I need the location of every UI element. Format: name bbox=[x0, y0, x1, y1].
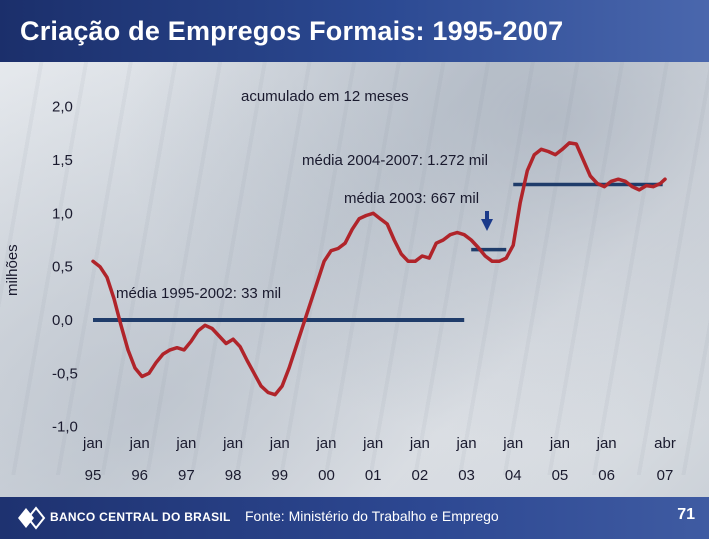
x-tick-label-year: 07 bbox=[657, 467, 674, 484]
y-tick-label: 0,5 bbox=[52, 259, 73, 276]
chart-subtitle: acumulado em 12 meses bbox=[241, 88, 409, 105]
y-tick-label: 2,0 bbox=[52, 99, 73, 116]
organization-name: BANCO CENTRAL DO BRASIL bbox=[50, 510, 231, 524]
x-tick-label-month: jan bbox=[362, 435, 383, 452]
x-tick-label-year: 96 bbox=[131, 467, 148, 484]
x-tick-label-month: jan bbox=[269, 435, 290, 452]
page-number: 71 bbox=[677, 506, 695, 523]
title-bar: Criação de Empregos Formais: 1995-2007 bbox=[0, 0, 709, 62]
x-tick-label-month: jan bbox=[175, 435, 196, 452]
x-tick-label-month: jan bbox=[456, 435, 477, 452]
y-tick-label: 0,0 bbox=[52, 312, 73, 329]
x-tick-label-month: jan bbox=[222, 435, 243, 452]
x-tick-label-year: 98 bbox=[225, 467, 242, 484]
data-source: Fonte: Ministério do Trabalho e Emprego bbox=[245, 508, 499, 524]
employment-chart: 2,01,51,00,50,0-0,5-1,0 jan95jan96jan97j… bbox=[52, 99, 676, 484]
footer-bar bbox=[0, 497, 709, 539]
y-tick-label: 1,0 bbox=[52, 205, 73, 222]
series-line-employment bbox=[91, 141, 667, 397]
x-axis-ticks: jan 95 jan 96 jan 97 jan 98 jan 99 jan 00 jan 01 jan 02… bbox=[82, 435, 676, 484]
arrow-stem bbox=[485, 211, 489, 220]
average-label-2004-2007: média 2004-2007: 1.272 mil bbox=[302, 152, 488, 169]
y-axis-ticks: 2,0 1,5 1,0 0,5 0,0 -0,5 -1,0 bbox=[52, 99, 78, 436]
x-tick-label-year: 03 bbox=[458, 467, 475, 484]
x-tick-label-month: jan bbox=[596, 435, 617, 452]
x-tick-label-year: 02 bbox=[412, 467, 429, 484]
y-tick-label: -1,0 bbox=[52, 419, 78, 436]
background-texture bbox=[0, 55, 709, 475]
x-tick-label-month: jan bbox=[549, 435, 570, 452]
x-tick-label-year: 06 bbox=[598, 467, 615, 484]
x-tick-label-month: jan bbox=[409, 435, 430, 452]
x-tick-label-year: 04 bbox=[505, 467, 522, 484]
x-tick-label-year: 01 bbox=[365, 467, 382, 484]
x-tick-label-year: 97 bbox=[178, 467, 195, 484]
average-label-2003: média 2003: 667 mil bbox=[344, 190, 480, 207]
arrow-down-icon bbox=[481, 219, 493, 231]
x-tick-label-month: jan bbox=[315, 435, 336, 452]
average-label-1995-2002: média 1995-2002: 33 mil bbox=[116, 285, 282, 302]
y-tick-label: 1,5 bbox=[52, 152, 73, 169]
x-tick-label-year: 05 bbox=[552, 467, 569, 484]
x-tick-label-month: jan bbox=[129, 435, 150, 452]
x-tick-label-month: abr bbox=[654, 435, 676, 452]
bank-logo-icon bbox=[18, 506, 46, 530]
x-tick-label-year: 00 bbox=[318, 467, 335, 484]
y-tick-label: -0,5 bbox=[52, 365, 78, 382]
x-tick-label-month: jan bbox=[502, 435, 523, 452]
x-tick-label-year: 95 bbox=[85, 467, 102, 484]
x-tick-label-month: jan bbox=[82, 435, 103, 452]
average-lines bbox=[93, 182, 663, 322]
slide-title: Criação de Empregos Formais: 1995-2007 bbox=[20, 16, 564, 46]
x-tick-label-year: 99 bbox=[271, 467, 288, 484]
